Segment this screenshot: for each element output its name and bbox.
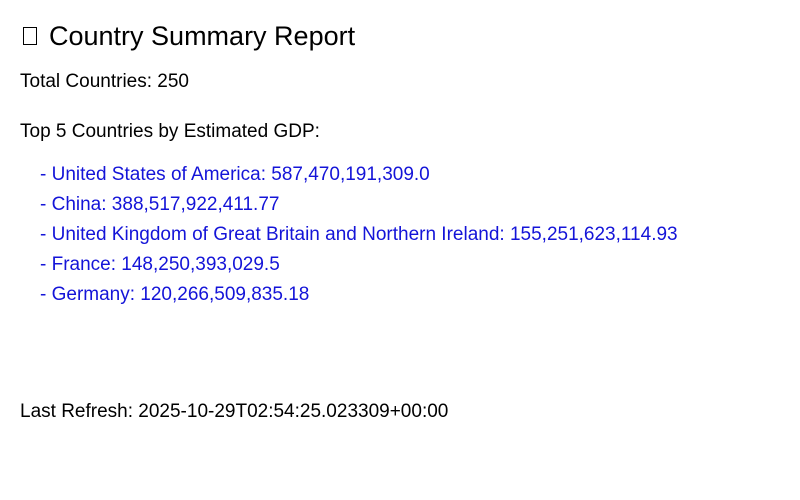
list-item: - United States of America: 587,470,191,… (40, 164, 430, 185)
top-countries-heading: Top 5 Countries by Estimated GDP: (20, 121, 320, 142)
page-title: Country Summary Report (20, 18, 355, 54)
globe-icon (23, 27, 37, 45)
list-item: - United Kingdom of Great Britain and No… (40, 224, 678, 245)
list-item: - Germany: 120,266,509,835.18 (40, 284, 310, 305)
last-refresh: Last Refresh: 2025-10-29T02:54:25.023309… (20, 401, 449, 422)
list-item: - China: 388,517,922,411.77 (40, 194, 280, 215)
page-title-text: Country Summary Report (49, 21, 356, 51)
top-countries-list: - United States of America: 587,470,191,… (40, 160, 678, 310)
list-item: - France: 148,250,393,029.5 (40, 254, 280, 275)
total-countries: Total Countries: 250 (20, 71, 189, 92)
